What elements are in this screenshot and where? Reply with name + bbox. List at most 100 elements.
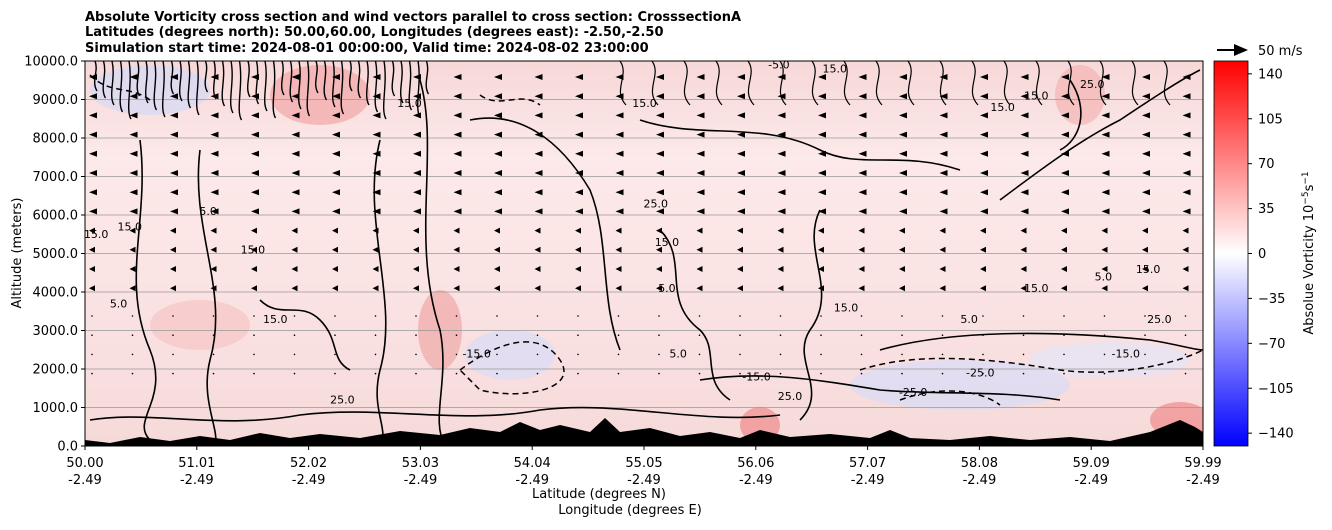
- wind-vector-point: [293, 372, 296, 375]
- y-tick-label: 9000.0: [33, 93, 79, 108]
- wind-vector-arrow: [210, 189, 219, 196]
- wind-vector-arrow: [210, 170, 219, 176]
- colorbar-tick-label: 105: [1258, 112, 1283, 127]
- wind-vector-arrow: [453, 74, 462, 80]
- wind-vector-arrow: [494, 246, 500, 253]
- contour-line: [639, 119, 961, 171]
- wind-vector-arrow: [1182, 74, 1191, 80]
- x-tick-label-longitude: -2.49: [404, 473, 438, 488]
- wind-vector-arrow: [1020, 131, 1029, 138]
- wind-vector-arrow: [696, 150, 705, 157]
- wind-vector-point: [415, 334, 417, 337]
- wind-vector-arrow: [980, 150, 988, 157]
- wind-vector-point: [739, 315, 741, 317]
- upper-contour-line: [247, 61, 251, 98]
- wind-vector-point: [860, 334, 863, 337]
- wind-vector-arrow: [615, 227, 622, 234]
- wind-vector-arrow: [939, 208, 948, 215]
- wind-vector-point: [374, 315, 377, 317]
- wind-vector-arrow: [858, 170, 867, 176]
- negative-vorticity-region: [1030, 342, 1190, 378]
- wind-vector-point: [1022, 315, 1025, 317]
- wind-vector-arrow: [413, 112, 421, 119]
- wind-vector-arrow: [615, 150, 624, 157]
- wind-vector-arrow: [656, 189, 664, 196]
- wind-vector-arrow: [656, 150, 664, 157]
- wind-vector-point: [253, 353, 255, 356]
- wind-vector-arrow: [534, 246, 541, 253]
- colorbar-label: Absolue Vorticity 10−5s−1: [1301, 171, 1317, 334]
- wind-vector-arrow: [210, 74, 219, 80]
- wind-vector-arrow: [696, 170, 705, 176]
- wind-vector-point: [1144, 372, 1146, 375]
- colorbar-tick-label: −140: [1258, 427, 1294, 442]
- wind-vector-arrow: [980, 93, 988, 100]
- x-tick-label-latitude: 54.04: [514, 456, 551, 471]
- contour-label: 5.0: [110, 297, 128, 310]
- upper-contour-line: [204, 61, 209, 93]
- wind-vector-arrow: [251, 74, 259, 80]
- wind-vector-arrow: [575, 112, 583, 119]
- x-tick-label-latitude: 53.03: [402, 456, 439, 471]
- wind-vector-arrow: [372, 189, 381, 196]
- wind-vector-point: [374, 372, 377, 375]
- upper-contour-line: [1067, 61, 1075, 106]
- wind-vector-arrow: [534, 112, 543, 119]
- x-tick-label-longitude: -2.49: [739, 473, 773, 488]
- wind-vector-arrow: [980, 227, 986, 234]
- upper-contour-line: [340, 61, 345, 115]
- wind-vector-point: [172, 334, 174, 337]
- wind-vectors: [89, 74, 1191, 375]
- upper-contour-line: [272, 61, 277, 119]
- wind-vector-arrow: [1101, 208, 1110, 215]
- wind-vector-arrow: [656, 266, 662, 272]
- wind-vector-arrow: [89, 208, 97, 215]
- upper-contour-line: [1035, 61, 1043, 106]
- wind-vector-point: [901, 353, 903, 356]
- upper-contour-line: [779, 61, 787, 106]
- wind-vector-arrow: [696, 227, 703, 234]
- wind-vector-arrow: [1142, 208, 1150, 215]
- wind-vector-point: [698, 372, 701, 375]
- wind-vector-point: [496, 334, 498, 337]
- wind-vector-arrow: [251, 266, 257, 272]
- x-tick-label-longitude: -2.49: [292, 473, 326, 488]
- plot-area: 15.0 15.0 5.0 15.0 15.0 -5.0 25.0 15.0 5.0 15.0 15…: [85, 61, 1203, 446]
- wind-vector-arrow: [1061, 189, 1069, 196]
- wind-vector-arrow: [413, 150, 421, 157]
- wind-vector-arrow: [939, 266, 946, 272]
- wind-vector-arrow: [737, 112, 745, 119]
- x-tick-label-longitude: -2.49: [515, 473, 549, 488]
- wind-vector-point: [374, 353, 377, 356]
- dashed-contour-line: [859, 349, 1203, 373]
- wind-vector-arrow: [899, 189, 907, 196]
- contour-labels: 15.0 15.0 5.0 15.0 15.0 -5.0 25.0 15.0 5.0 15.0 15…: [85, 61, 1172, 407]
- colorbar: 140 105 70 35 0 −35 −70 −105 −140 Absolue Vortic…: [1213, 60, 1317, 447]
- upper-contour-line: [374, 61, 379, 113]
- wind-vector-arrow: [170, 150, 178, 157]
- wind-vector-point: [536, 372, 539, 375]
- upper-contour-line: [128, 61, 132, 120]
- upper-contour-line: [619, 61, 627, 106]
- wind-vector-arrow: [1182, 93, 1191, 100]
- wind-vector-point: [131, 353, 134, 356]
- wind-vector-arrow: [210, 150, 219, 157]
- wind-vector-arrow: [1020, 74, 1029, 80]
- wind-vector-point: [334, 372, 336, 375]
- wind-vector-arrow: [251, 189, 259, 196]
- wind-vector-arrow: [372, 150, 381, 157]
- wind-vector-arrow: [251, 93, 259, 100]
- wind-vector-arrow: [1142, 74, 1150, 80]
- wind-vector-arrow: [777, 150, 786, 157]
- wind-vector-point: [1063, 372, 1065, 375]
- upper-contour-line: [102, 61, 107, 99]
- wind-vector-arrow: [210, 246, 217, 253]
- wind-vector-point: [374, 334, 377, 337]
- wind-vector-arrow: [494, 74, 502, 80]
- wind-vector-arrow: [413, 189, 421, 196]
- wind-vector-arrow: [372, 93, 381, 100]
- contour-line: [469, 117, 621, 351]
- wind-vector-arrow: [615, 93, 624, 100]
- colorbar-label-exponent: −5: [1301, 191, 1311, 204]
- wind-vector-arrow: [89, 170, 97, 176]
